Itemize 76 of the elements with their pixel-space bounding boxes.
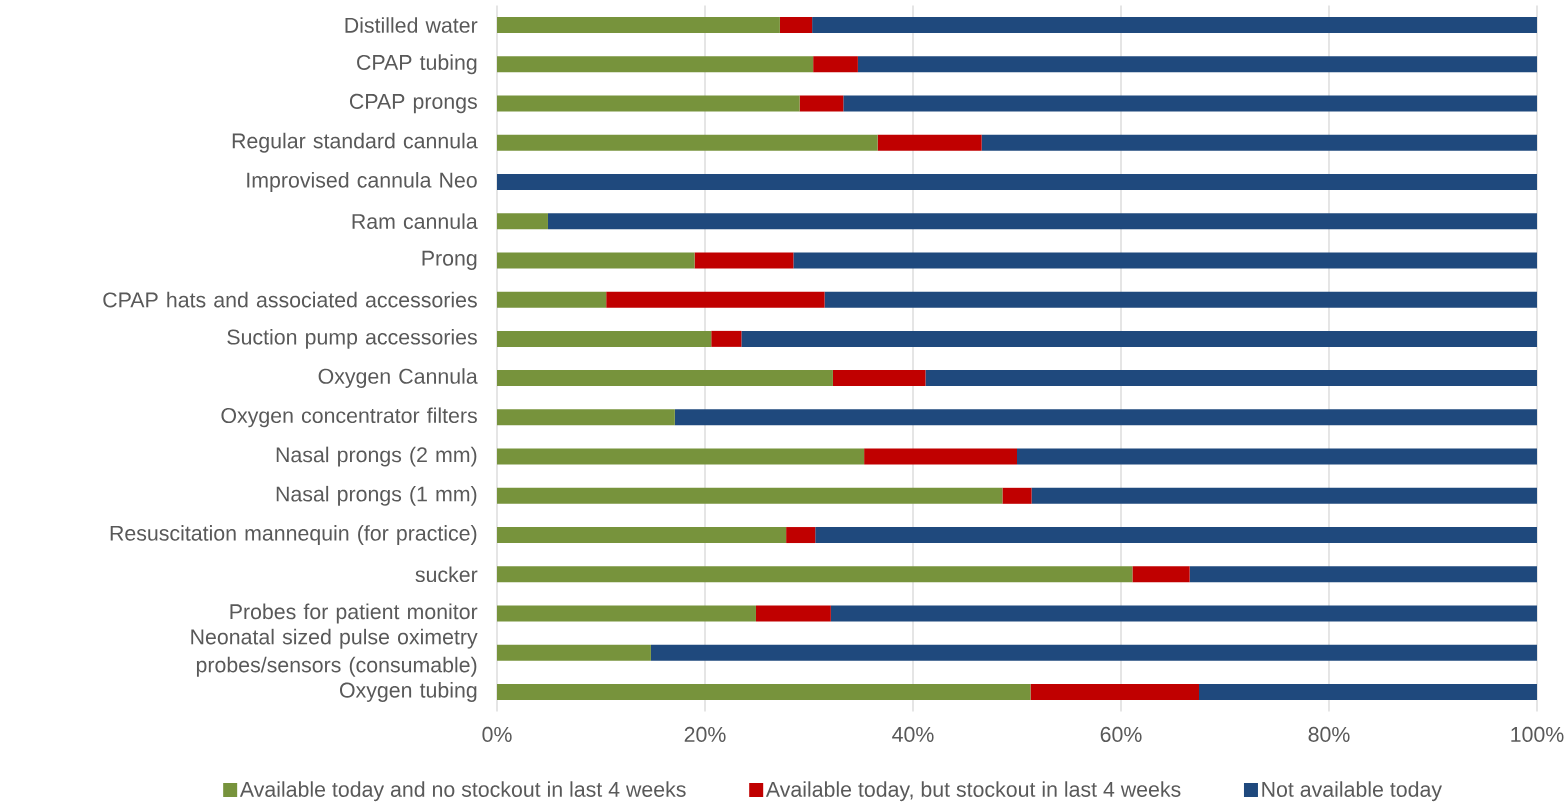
x-tick-label: 0% — [482, 726, 512, 742]
bar — [497, 291, 607, 308]
bar — [799, 95, 844, 112]
bar — [694, 252, 794, 269]
bar — [497, 56, 814, 73]
y-tick-label: sucker — [415, 566, 478, 583]
legend-label: Available today and no stockout in last 4 weeks — [239, 781, 686, 802]
bar — [843, 95, 1537, 112]
y-tick-label: Nasal prongs (2 mm) — [276, 446, 477, 467]
bar — [1132, 566, 1190, 583]
bar — [1030, 683, 1199, 700]
bar — [1031, 487, 1537, 504]
bar — [497, 487, 1003, 504]
y-tick-label: Nasal prongs (1 mm) — [276, 485, 477, 506]
bar — [741, 330, 1537, 347]
bar — [497, 330, 712, 347]
y-tick-label: CPAP hats and associated accessories — [103, 291, 477, 308]
bar — [674, 409, 1537, 426]
bar — [497, 605, 756, 622]
x-tick-label: 100% — [1511, 726, 1564, 742]
y-tick-label: CPAP prongs — [349, 93, 477, 114]
y-tick-label: Neonatal sized pulse oximetry probes/sensors (consumable) — [191, 628, 478, 677]
bar — [779, 17, 813, 34]
x-tick-label: 60% — [1100, 726, 1142, 742]
y-tick-label: Regular standard cannula — [232, 132, 478, 153]
y-tick-label: Oxygen tubing — [339, 682, 477, 702]
bar — [497, 17, 780, 34]
bar — [497, 527, 787, 544]
bar — [830, 605, 1537, 622]
y-tick-label: Improvised cannula Neo — [247, 172, 477, 192]
bar — [1199, 683, 1537, 700]
bar — [857, 56, 1537, 73]
bar — [813, 56, 858, 73]
bar — [497, 213, 548, 230]
bar — [497, 409, 675, 426]
bar — [497, 644, 651, 661]
y-tick-label: Probes for patient monitor — [230, 603, 478, 624]
bar — [497, 370, 833, 387]
bar — [877, 134, 982, 151]
y-tick-label: Oxygen Cannula — [318, 368, 478, 389]
bar — [711, 330, 742, 347]
bar — [981, 134, 1537, 151]
bar — [815, 527, 1537, 544]
x-tick-label: 20% — [684, 726, 726, 742]
bar — [755, 605, 831, 622]
bar — [497, 448, 865, 465]
bar — [497, 683, 1031, 700]
bar — [547, 213, 1537, 230]
bar — [832, 370, 926, 387]
bar — [497, 173, 1537, 190]
legend-label: Available today, but stockout in last 4 weeks — [765, 781, 1181, 802]
bar — [497, 566, 1133, 583]
bar — [824, 291, 1537, 308]
y-tick-label: CPAP tubing — [357, 54, 477, 75]
y-tick-label: Resuscitation mannequin (for practice) — [110, 525, 477, 545]
y-tick-label: Suction pump accessories — [227, 328, 477, 349]
x-tick-label: 40% — [892, 726, 934, 742]
x-tick-label: 80% — [1308, 726, 1350, 742]
bar — [925, 370, 1537, 387]
bar — [812, 17, 1537, 34]
bar — [1002, 487, 1032, 504]
legend-label: Not available today — [1262, 781, 1442, 802]
y-tick-label: Ram cannula — [352, 213, 478, 230]
y-tick-label: Prong — [422, 250, 477, 270]
bar — [793, 252, 1537, 269]
bar — [1017, 448, 1537, 465]
bar — [497, 134, 878, 151]
bar — [497, 252, 695, 269]
bar — [606, 291, 825, 308]
bar — [864, 448, 1017, 465]
bar — [650, 644, 1537, 661]
y-tick-label: Oxygen concentrator filters — [221, 407, 477, 428]
bar — [786, 527, 816, 544]
bar — [497, 95, 800, 112]
bar — [1189, 566, 1537, 583]
y-tick-label: Distilled water — [345, 17, 478, 33]
